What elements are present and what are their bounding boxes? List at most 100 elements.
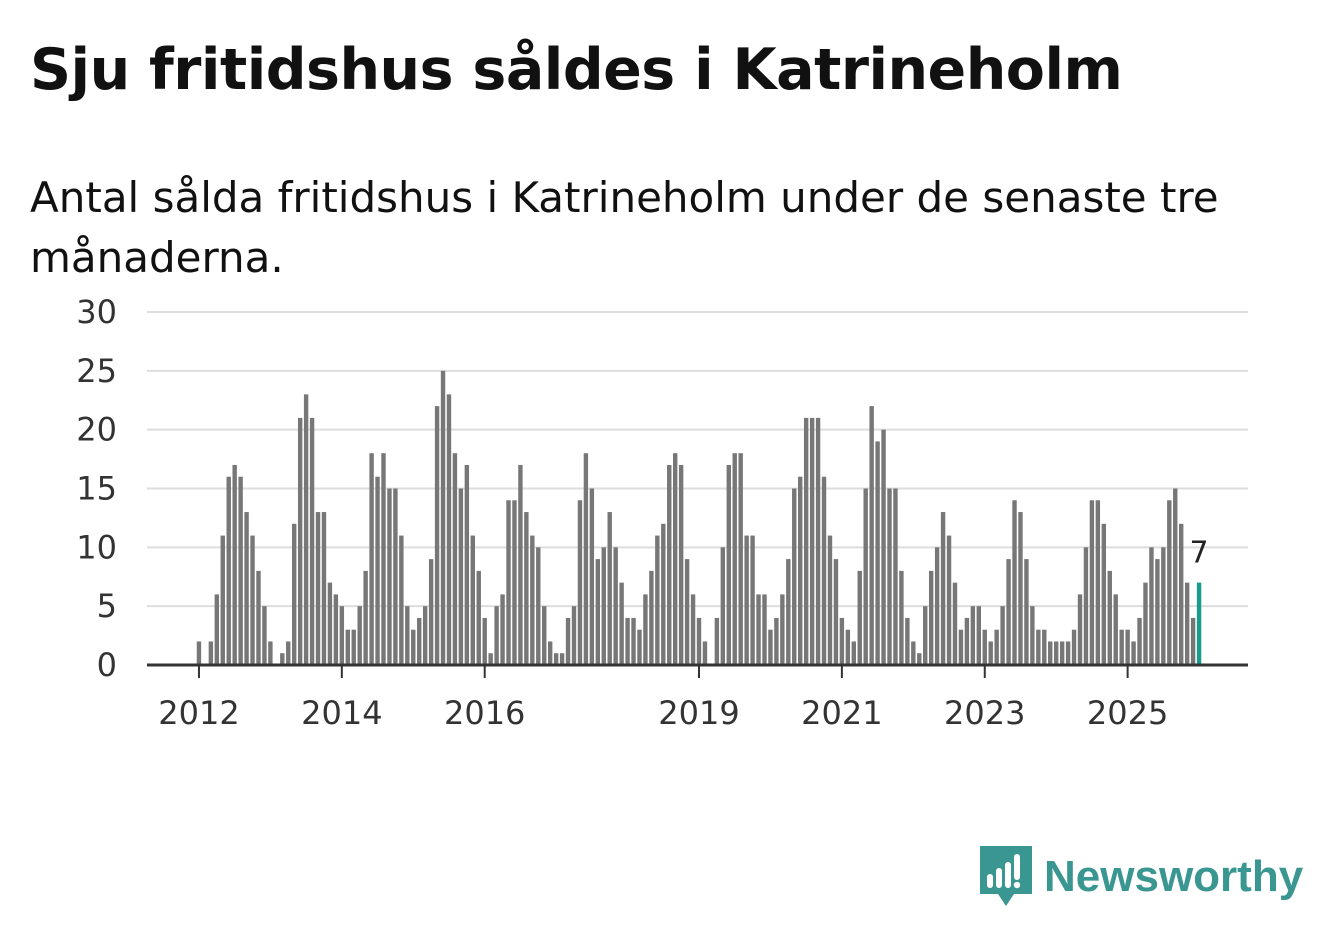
bar (1149, 547, 1154, 665)
bar (905, 617, 910, 665)
bar (619, 582, 624, 665)
bar (1048, 641, 1053, 665)
bar (976, 606, 982, 665)
bar (315, 512, 321, 665)
bar (923, 606, 928, 665)
bar (613, 547, 618, 665)
bar (857, 570, 862, 665)
bar (726, 464, 731, 665)
bar (1113, 594, 1118, 665)
bar (1059, 641, 1065, 665)
bar (786, 559, 791, 665)
bar (678, 464, 684, 665)
bar (1030, 606, 1035, 665)
bar (244, 512, 249, 665)
bar (387, 488, 392, 665)
bar (1143, 582, 1148, 665)
bar (589, 488, 595, 665)
y-tick-label: 30 (76, 293, 117, 331)
bar (553, 653, 559, 665)
bar (268, 641, 273, 665)
bar (440, 370, 446, 665)
bar (1089, 500, 1095, 665)
bar (286, 641, 291, 665)
bar (1006, 559, 1011, 665)
bar (827, 535, 833, 665)
bar (946, 535, 952, 665)
bar (601, 547, 606, 665)
bar (851, 641, 856, 665)
bar (952, 582, 958, 665)
bar (536, 547, 541, 665)
bar (928, 570, 934, 665)
bar (327, 582, 333, 665)
bar (232, 464, 237, 665)
bar (297, 417, 303, 665)
bar (881, 429, 886, 665)
bar (357, 606, 362, 665)
bar (1083, 547, 1089, 665)
bar (1173, 488, 1178, 665)
bar (637, 629, 642, 665)
bar (345, 629, 350, 665)
bar (982, 629, 987, 665)
bar (1179, 523, 1184, 665)
brand-logo: Newsworthy (980, 846, 1303, 908)
x-tick-label: 2014 (301, 694, 382, 732)
bar (417, 617, 422, 665)
bar (309, 417, 315, 665)
bar (655, 535, 660, 665)
bar (869, 406, 874, 665)
bar (226, 476, 231, 665)
bar (351, 629, 356, 665)
bar (815, 417, 821, 665)
bar (303, 394, 309, 665)
bar (512, 500, 517, 665)
bar (911, 641, 916, 665)
bar (530, 535, 535, 665)
bar (256, 570, 261, 665)
bar (238, 476, 243, 665)
bar (1167, 500, 1172, 665)
bar (405, 606, 410, 665)
y-tick-label: 5 (97, 587, 117, 625)
bar (458, 488, 464, 665)
bar (774, 617, 779, 665)
x-tick-label: 2025 (1087, 694, 1168, 732)
bar (280, 653, 285, 665)
bar (845, 629, 851, 665)
bar (643, 594, 648, 665)
x-tick-label: 2023 (944, 694, 1025, 732)
bar (1018, 512, 1023, 665)
bar (547, 641, 553, 665)
bar (1071, 629, 1077, 665)
bar (1053, 641, 1059, 665)
bar (393, 488, 398, 665)
chart-subtitle: Antal sålda fritidshus i Katrineholm und… (30, 173, 1219, 282)
y-tick-label: 25 (76, 352, 117, 390)
bar (732, 453, 737, 665)
bar (934, 547, 940, 665)
bar (1024, 559, 1029, 665)
x-tick-label: 2012 (158, 694, 239, 732)
bar (1036, 629, 1041, 665)
bar (321, 512, 327, 665)
bar (833, 559, 839, 665)
bar (792, 488, 797, 665)
bar (577, 500, 583, 665)
bar (399, 535, 404, 665)
bar (1137, 617, 1142, 665)
bar (559, 653, 565, 665)
bar (369, 453, 374, 665)
bar (988, 641, 993, 665)
bar (464, 464, 470, 665)
bar (661, 523, 666, 665)
bar (1131, 641, 1136, 665)
bar (875, 441, 880, 665)
bar (1065, 641, 1071, 665)
bar (887, 488, 892, 665)
bar (738, 453, 743, 665)
bar (422, 606, 428, 665)
bar (672, 453, 678, 665)
